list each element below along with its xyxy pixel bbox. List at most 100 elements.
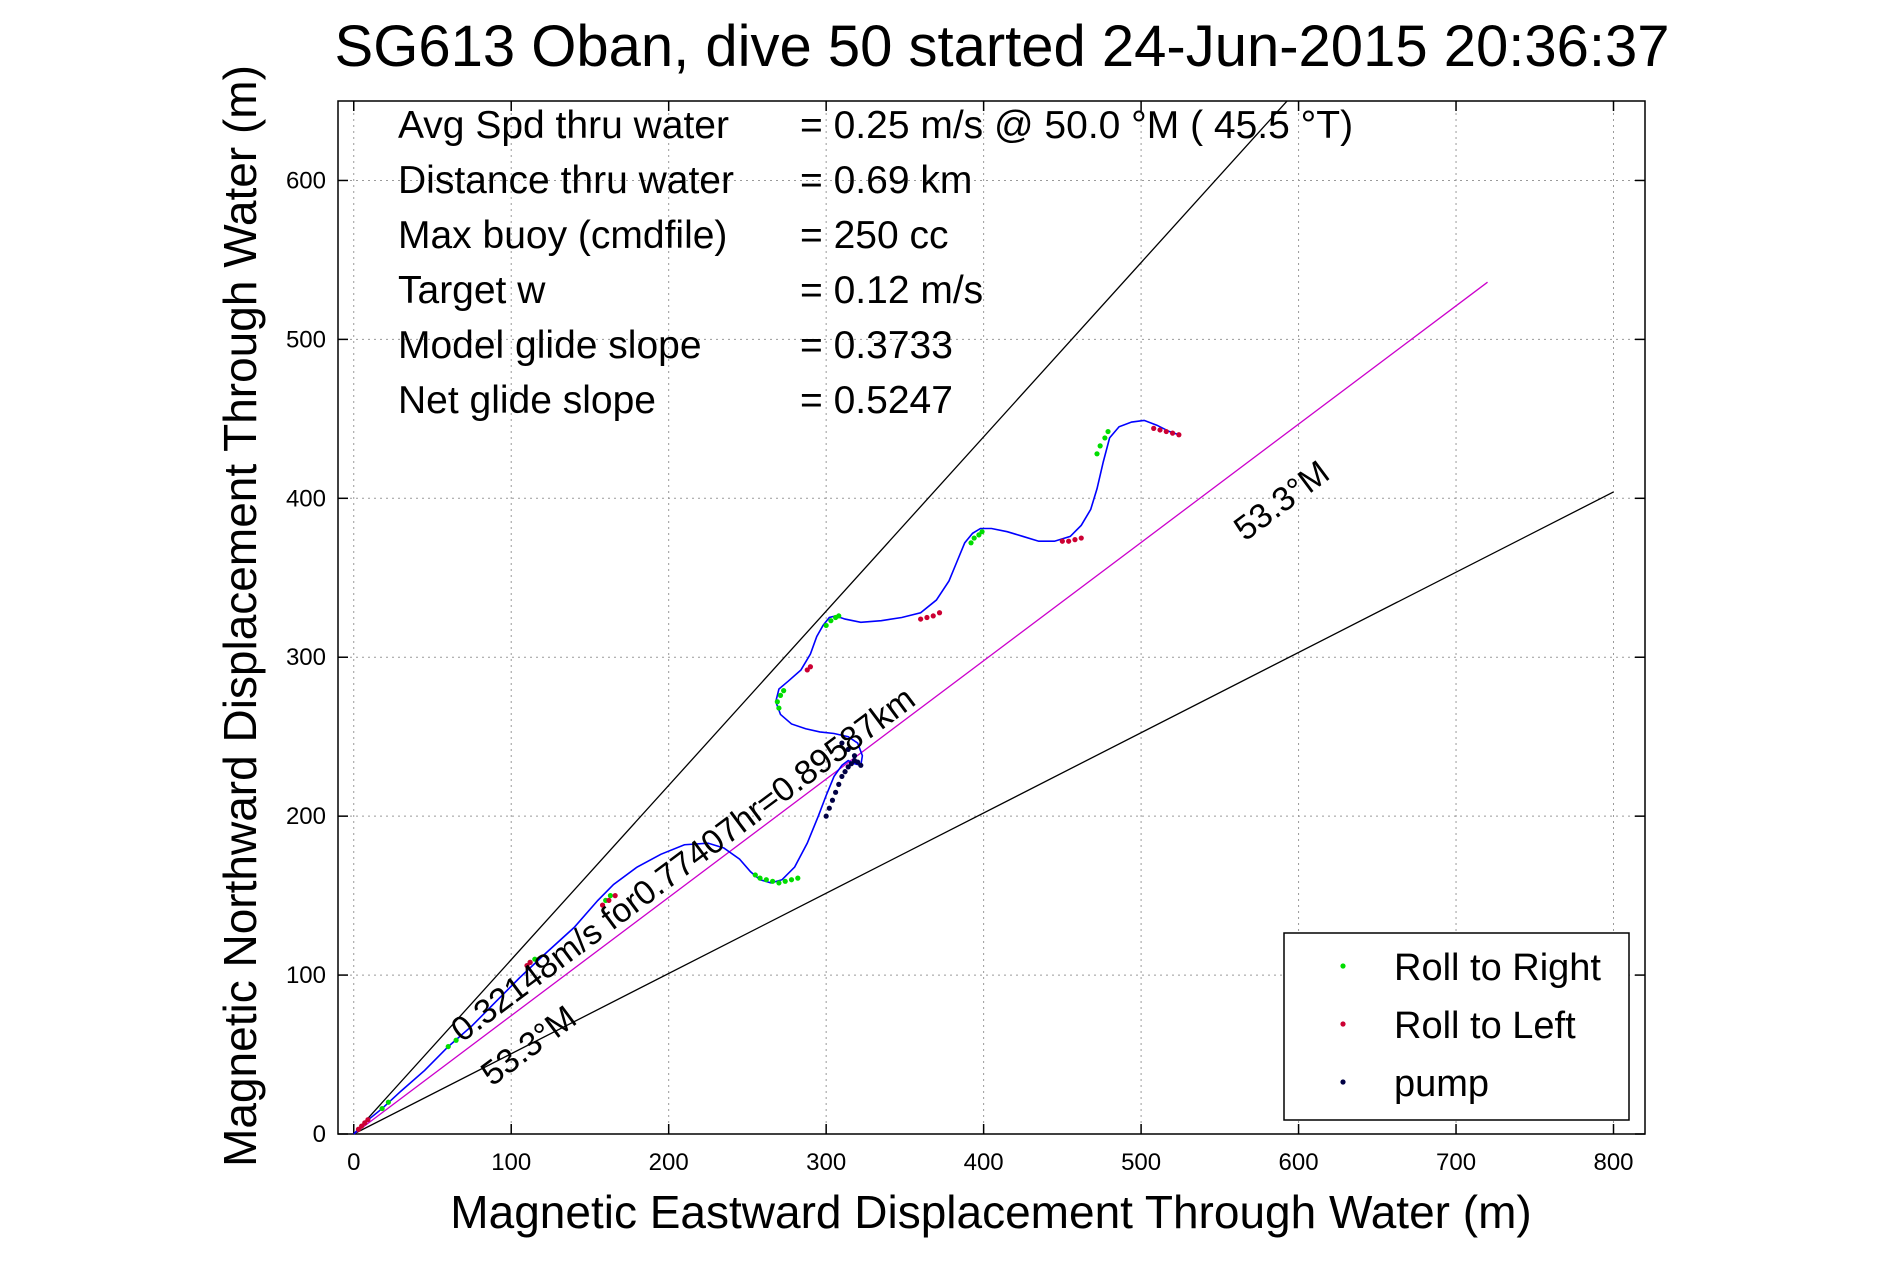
roll-to-left-point: [930, 613, 936, 619]
roll-to-left-point: [355, 1126, 362, 1132]
roll-to-left-point: [1066, 538, 1072, 544]
x-tick-label: 600: [1279, 1149, 1319, 1176]
roll-to-right-point: [752, 872, 758, 878]
legend-label: Roll to Right: [1394, 947, 1601, 989]
y-tick-label: 500: [286, 326, 326, 353]
pump-point: [829, 797, 836, 803]
legend-marker-roll-to-right: [1340, 963, 1346, 969]
heading-label-upper: 53.3°M: [1227, 453, 1336, 548]
roll-to-left-point: [527, 959, 533, 965]
heading-line-line: [353, 281, 1488, 1134]
roll-to-left-point: [936, 610, 943, 616]
reference-lines: [353, 101, 1614, 1134]
roll-to-left-point: [359, 1123, 365, 1129]
stat-label: Net glide slope: [398, 379, 656, 422]
stat-value: = 0.5247: [800, 379, 953, 422]
roll-to-left-point: [606, 897, 612, 903]
roll-to-left-point: [1176, 432, 1182, 438]
y-tick-label: 0: [313, 1121, 326, 1148]
roll-to-left-point: [1072, 537, 1078, 543]
stat-value: = 250 cc: [800, 214, 949, 257]
roll-to-left-point: [918, 616, 924, 622]
roll-to-right-point: [763, 877, 769, 883]
roll-to-right-point: [774, 699, 780, 705]
roll-to-left-point: [807, 664, 814, 670]
pump-point: [823, 813, 829, 819]
roll-to-left-point: [362, 1120, 368, 1126]
roll-to-left-point: [1078, 535, 1084, 541]
roll-to-left-point: [924, 614, 930, 621]
stats-block: Avg Spd thru water = 0.25 m/s @ 50.0 °M (…: [398, 104, 1353, 422]
stat-value: = 0.12 m/s: [800, 269, 983, 312]
roll-to-left-point: [804, 667, 810, 673]
roll-to-right-point: [770, 878, 776, 884]
roll-to-right-point: [979, 529, 985, 535]
roll-to-right-point: [757, 875, 763, 881]
pump-point: [845, 746, 851, 753]
x-tick-label: 300: [806, 1149, 846, 1176]
roll-to-right-point: [836, 613, 842, 619]
roll-to-right-point: [445, 1043, 451, 1050]
y-tick-label: 300: [286, 644, 326, 671]
pump-point: [826, 805, 832, 811]
pump-point: [848, 761, 854, 767]
track-layer: [353, 419, 1180, 1135]
roll-to-right-point: [781, 688, 787, 694]
roll-to-left-point: [1157, 427, 1163, 433]
legend-label: Roll to Left: [1394, 1005, 1576, 1047]
stat-value: = 0.3733: [800, 324, 953, 367]
x-tick-label: 500: [1121, 1149, 1161, 1176]
stat-value: = 0.25 m/s @ 50.0 °M ( 45.5 °T): [800, 104, 1353, 147]
roll-to-left-point: [612, 893, 618, 899]
x-tick-label: 0: [347, 1149, 360, 1176]
legend-marker-roll-to-left: [1340, 1021, 1346, 1027]
stat-label: Distance thru water: [398, 159, 734, 202]
roll-to-left-point: [599, 902, 606, 908]
stat-label: Max buoy (cmdfile): [398, 214, 727, 257]
roll-to-left-point: [1169, 430, 1176, 436]
roll-to-left-point: [524, 962, 530, 969]
roll-to-left-point: [365, 1117, 371, 1123]
roll-to-right-point: [776, 705, 782, 711]
roll-to-right-point: [795, 875, 801, 881]
roll-to-right-point: [823, 622, 829, 629]
pump-point: [839, 740, 845, 746]
pump-point: [845, 764, 851, 770]
roll-to-right-point: [1094, 451, 1100, 457]
pump-point: [842, 769, 848, 775]
y-tick-label: 600: [286, 167, 326, 194]
roll-to-right-point: [776, 880, 782, 886]
y-tick-label: 100: [286, 962, 326, 989]
x-tick-label: 100: [491, 1149, 531, 1176]
x-tick-label: 700: [1436, 1149, 1476, 1176]
plot-area-frame: [337, 100, 1646, 1135]
roll-to-right-point: [453, 1037, 459, 1043]
roll-to-right-point: [379, 1105, 385, 1112]
y-axis-label: Magnetic Northward Displacement Through …: [214, 65, 266, 1167]
chart-title: SG613 Oban, dive 50 started 24-Jun-2015 …: [335, 14, 1670, 79]
roll-to-right-point: [532, 956, 538, 962]
dive-track-line: [353, 419, 1180, 1135]
roll-to-right-point: [968, 540, 974, 546]
y-tick-label: 200: [286, 803, 326, 830]
pump-point: [833, 789, 839, 795]
roll-to-right-point: [1097, 443, 1103, 449]
pump-point: [839, 773, 845, 780]
legend: Roll to Right Roll to Left pump: [1283, 932, 1630, 1121]
upper-bound-line: [353, 101, 1288, 1134]
stat-value: = 0.69 km: [800, 159, 972, 202]
x-tick-label: 400: [964, 1149, 1004, 1176]
roll-to-right-point: [788, 877, 795, 883]
y-axis: 0 100 200 300 400 500 600: [286, 167, 1645, 1148]
roll-to-left-point: [1151, 425, 1157, 431]
roll-to-right-point: [385, 1099, 391, 1105]
pump-point: [855, 759, 861, 765]
roll-to-right-point: [777, 692, 784, 698]
stat-label: Model glide slope: [398, 324, 702, 367]
pump-point: [851, 753, 858, 759]
pump-point: [836, 781, 842, 787]
roll-to-left-point: [1163, 428, 1169, 435]
roll-to-right-point: [607, 893, 614, 899]
roll-to-right-point: [1102, 435, 1108, 441]
